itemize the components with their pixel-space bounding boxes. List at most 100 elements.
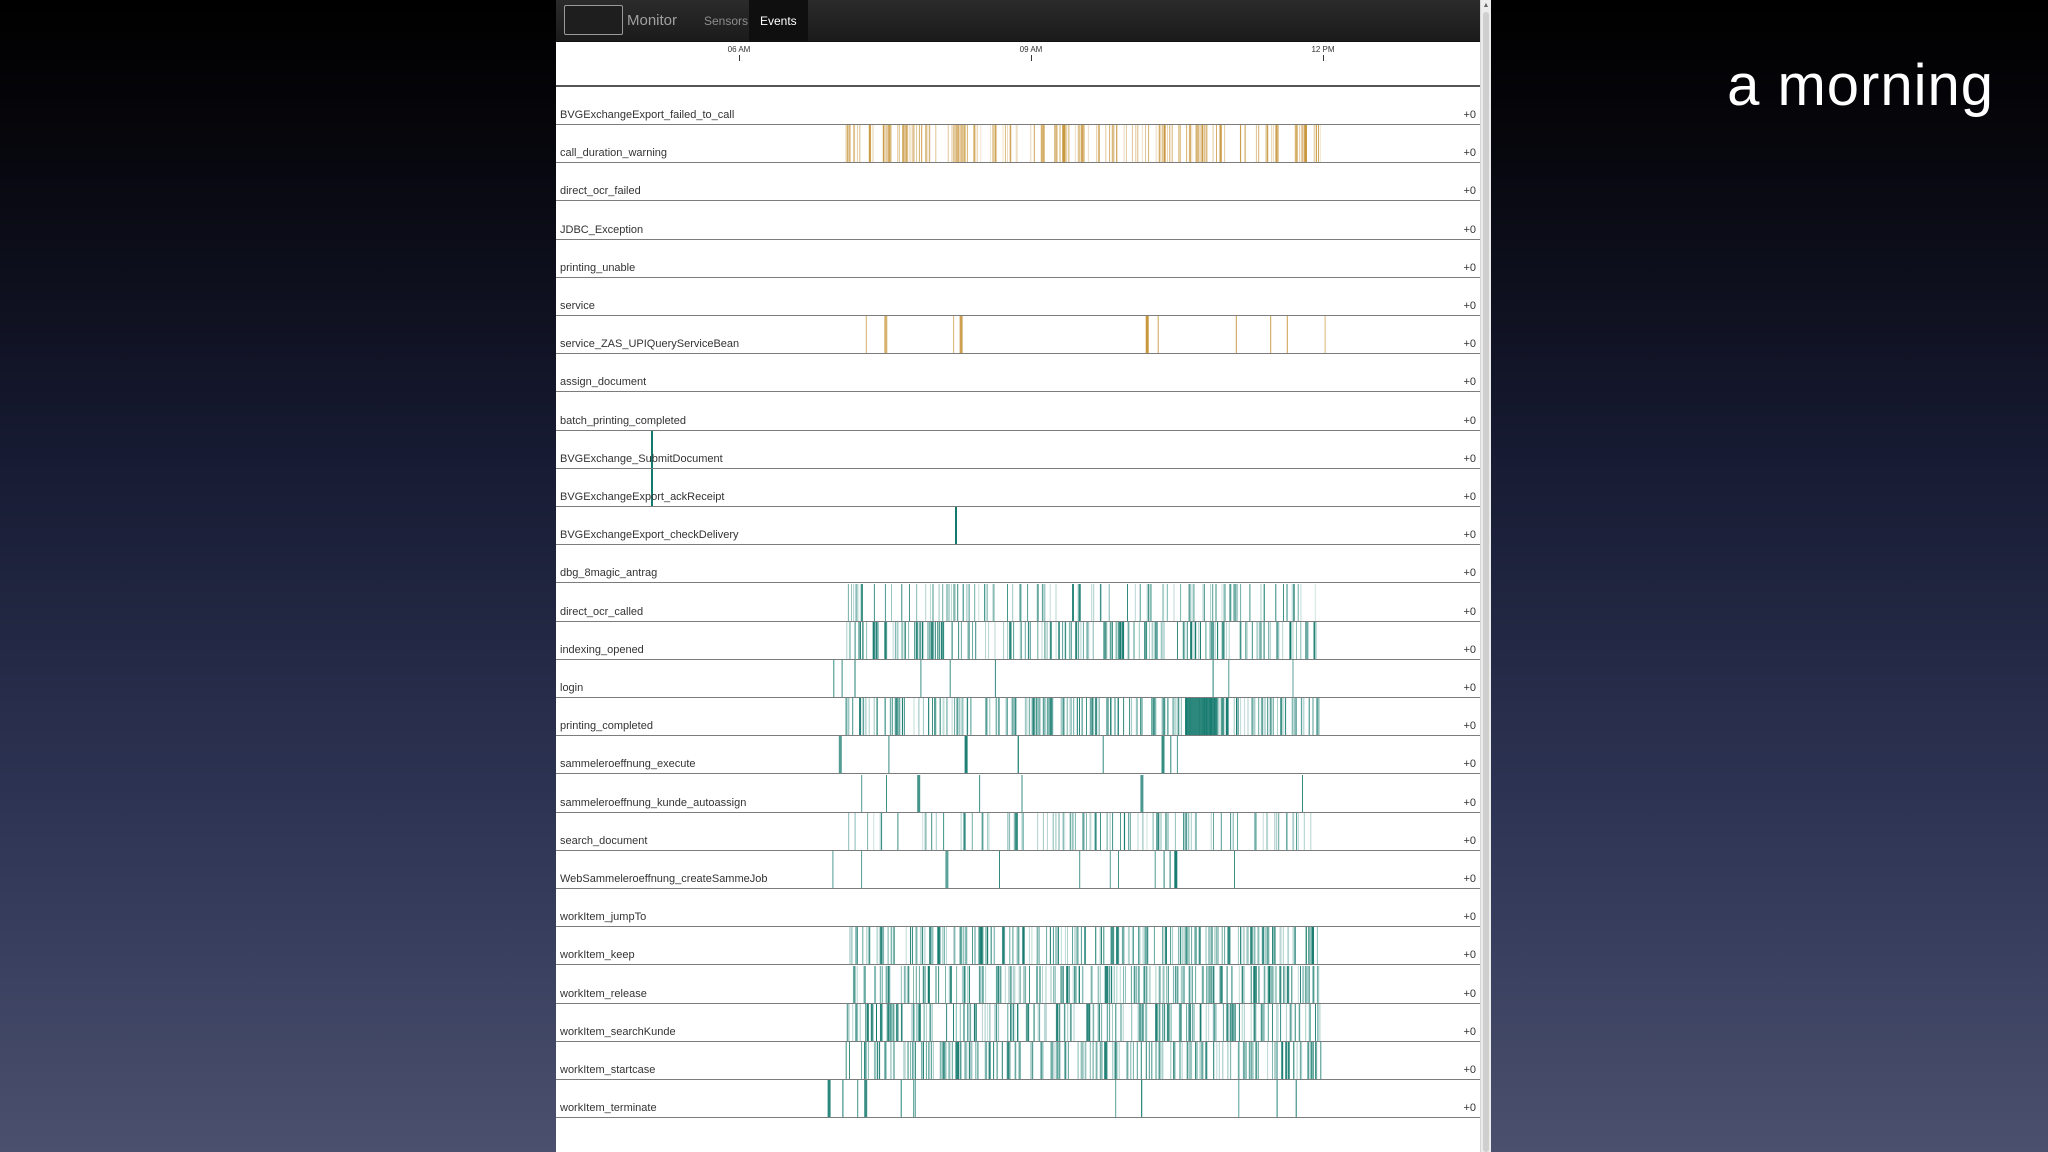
event-row[interactable]: sammeleroeffnung_execute +0: [556, 736, 1480, 775]
event-count: +0: [1463, 452, 1476, 465]
event-sparkline: [833, 660, 1294, 697]
event-name: direct_ocr_called: [560, 605, 644, 618]
event-name: batch_printing_completed: [560, 414, 686, 427]
event-row[interactable]: BVGExchangeExport_ackReceipt +0: [556, 469, 1480, 507]
event-row[interactable]: indexing_opened +0: [556, 621, 1480, 660]
event-count: +0: [1463, 834, 1476, 847]
event-sparkline: [556, 202, 1480, 239]
event-name: workItem_terminate: [560, 1102, 657, 1115]
axis-tick: 06 AM: [709, 45, 769, 61]
event-sparkline: [861, 774, 1303, 812]
event-sparkline: [852, 965, 1320, 1003]
event-name: search_document: [560, 834, 648, 847]
event-row[interactable]: service_ZAS_UPIQueryServiceBean +0: [556, 316, 1480, 355]
event-name: service: [560, 300, 595, 312]
event-name: BVGExchange_SubmitDocument: [560, 452, 723, 465]
event-row[interactable]: direct_ocr_called +0: [556, 583, 1480, 622]
event-sparkline: [845, 698, 1320, 736]
event-row[interactable]: workItem_searchKunde +0: [556, 1003, 1480, 1042]
event-count: +0: [1463, 223, 1476, 236]
event-row[interactable]: batch_printing_completed +0: [556, 393, 1480, 431]
event-row[interactable]: assign_document +0: [556, 354, 1480, 393]
event-count: +0: [1463, 567, 1476, 580]
event-sparkline: [845, 1042, 1322, 1079]
event-count: +0: [1463, 300, 1476, 312]
event-name: direct_ocr_failed: [560, 185, 641, 198]
event-count: +0: [1463, 1102, 1476, 1115]
event-row[interactable]: dbg_8magic_antrag +0: [556, 545, 1480, 584]
event-name: call_duration_warning: [560, 147, 668, 160]
event-name: service_ZAS_UPIQueryServiceBean: [560, 338, 740, 351]
scroll-thumb[interactable]: [1483, 12, 1489, 1152]
event-sparkline: [556, 545, 1480, 582]
event-count: +0: [1463, 147, 1476, 160]
event-count: +0: [1463, 911, 1476, 924]
event-count: +0: [1463, 109, 1476, 121]
event-sparkline: [838, 736, 1178, 774]
event-row[interactable]: printing_completed +0: [556, 698, 1480, 737]
event-sparkline: [848, 812, 1312, 850]
event-name: workItem_keep: [560, 949, 635, 962]
event-sparkline: [556, 889, 1480, 926]
event-sparkline: [846, 1003, 1321, 1041]
event-row[interactable]: sammeleroeffnung_kunde_autoassign +0: [556, 774, 1480, 813]
event-row[interactable]: BVGExchangeExport_checkDelivery +0: [556, 507, 1480, 546]
event-row[interactable]: workItem_keep +0: [556, 927, 1480, 966]
time-axis: 06 AM 09 AM 12 PM: [556, 41, 1480, 87]
event-row[interactable]: search_document +0: [556, 812, 1480, 851]
event-name: printing_completed: [560, 720, 653, 733]
event-row[interactable]: BVGExchangeExport_failed_to_call +0: [556, 87, 1480, 125]
event-sparkline: [847, 583, 1316, 621]
scroll-up-arrow-icon[interactable]: ▲: [1482, 2, 1490, 9]
event-count: +0: [1463, 376, 1476, 389]
axis-tick-label: 06 AM: [727, 45, 751, 54]
event-sparkline: [865, 316, 1326, 354]
event-row[interactable]: direct_ocr_failed +0: [556, 163, 1480, 202]
axis-tick: 12 PM: [1293, 45, 1353, 61]
event-name: JDBC_Exception: [560, 223, 644, 236]
event-row[interactable]: JDBC_Exception +0: [556, 202, 1480, 240]
event-row[interactable]: workItem_startcase +0: [556, 1042, 1480, 1080]
vertical-scrollbar[interactable]: ▲: [1480, 0, 1491, 1152]
axis-tick: 09 AM: [1001, 45, 1061, 61]
tab-sensors[interactable]: Sensors: [704, 14, 749, 28]
monitor-window: Monitor Sensors Events 06 AM 09 AM 12 PM…: [556, 0, 1491, 1152]
event-name: login: [560, 682, 584, 694]
brand-logo[interactable]: [564, 5, 623, 35]
event-row[interactable]: printing_unable +0: [556, 240, 1480, 278]
brand-name[interactable]: Monitor: [627, 12, 678, 29]
event-count: +0: [1463, 720, 1476, 733]
event-name: WebSammeleroeffnung_createSammeJob: [560, 873, 768, 885]
event-count: +0: [1463, 643, 1476, 656]
event-sparkline: [651, 469, 653, 506]
tab-events[interactable]: Events: [749, 0, 808, 41]
event-name: workItem_startcase: [560, 1064, 656, 1076]
event-sparkline: [832, 851, 1235, 888]
event-row[interactable]: workItem_jumpTo +0: [556, 889, 1480, 928]
event-name: BVGExchangeExport_failed_to_call: [560, 109, 735, 121]
event-sparkline: [827, 1080, 1297, 1118]
event-count: +0: [1463, 338, 1476, 351]
slide-title: a morning: [1727, 53, 1994, 118]
event-row[interactable]: service +0: [556, 278, 1480, 316]
event-row[interactable]: call_duration_warning +0: [556, 125, 1480, 164]
event-row[interactable]: workItem_release +0: [556, 965, 1480, 1004]
navbar: Monitor Sensors Events: [556, 0, 1480, 42]
event-count: +0: [1463, 185, 1476, 198]
event-row[interactable]: login +0: [556, 660, 1480, 698]
axis-tick-mark: [1322, 55, 1324, 61]
event-count: +0: [1463, 949, 1476, 962]
event-count: +0: [1463, 491, 1476, 503]
event-row[interactable]: workItem_terminate +0: [556, 1080, 1480, 1119]
event-count: +0: [1463, 605, 1476, 618]
event-name: BVGExchangeExport_checkDelivery: [560, 529, 739, 542]
event-sparkline: [556, 163, 1480, 200]
event-name: workItem_jumpTo: [560, 911, 647, 924]
axis-tick-label: 09 AM: [1019, 45, 1043, 54]
event-count: +0: [1463, 873, 1476, 885]
event-name: workItem_searchKunde: [560, 1025, 676, 1038]
event-count: +0: [1463, 529, 1476, 542]
event-row[interactable]: BVGExchange_SubmitDocument +0: [556, 430, 1480, 469]
event-row[interactable]: WebSammeleroeffnung_createSammeJob +0: [556, 851, 1480, 889]
event-name: dbg_8magic_antrag: [560, 567, 658, 580]
